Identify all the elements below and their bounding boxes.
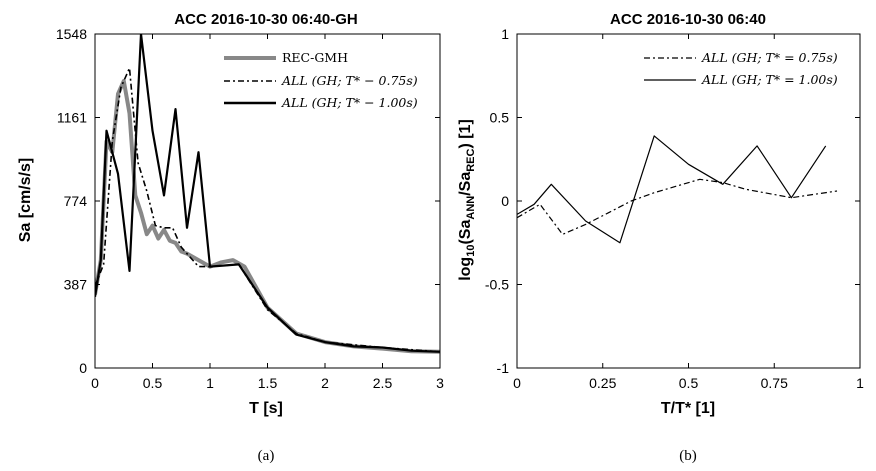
chart-a: ACC 2016-10-30 06:40-GH 0 0.5 1 1.5 2 2.5 3 0 38… — [17, 11, 444, 417]
series-line-1 — [95, 79, 440, 354]
x-tick-label: 0.75 — [761, 375, 788, 391]
chart-a-legend: REC-GMH ALL (GH; T* − 0.75s) ALL (GH; T*… — [224, 50, 418, 110]
legend-label-b-075: ALL (GH; T* = 0.75s) — [701, 50, 838, 65]
chart-a-title: ACC 2016-10-30 06:40-GH — [174, 11, 357, 28]
ylabel-log-sub: 10 — [465, 245, 477, 257]
chart-b-ylabel: log10(SaANN/SaREC) [1] — [457, 119, 477, 281]
ylabel-close: ) [1] — [457, 119, 474, 148]
x-tick-label: 0 — [91, 375, 99, 391]
y-tick-label: 0 — [501, 193, 509, 209]
chart-b-title: ACC 2016-10-30 06:40 — [610, 11, 766, 28]
ylabel-sub-rec: REC — [465, 148, 477, 171]
caption-a: (a) — [258, 448, 275, 464]
x-tick-label: 2 — [321, 375, 329, 391]
legend-label-b-100: ALL (GH; T* = 1.00s) — [701, 72, 838, 87]
y-tick-label: 0 — [79, 360, 87, 376]
x-tick-label: 0.5 — [679, 375, 699, 391]
chart-b-xlabel: T/T* [1] — [661, 400, 715, 417]
ylabel-open: (Sa — [457, 220, 474, 245]
series-group — [517, 135, 838, 244]
chart-a-plot-area: 0 0.5 1 1.5 2 2.5 3 0 387 774 1161 1548 — [56, 26, 444, 391]
x-tick-label: 2.5 — [373, 375, 393, 391]
x-tick-label: 0.25 — [589, 375, 616, 391]
y-tick-label: 1548 — [56, 26, 87, 42]
chart-b-legend: ALL (GH; T* = 0.75s) ALL (GH; T* = 1.00s… — [644, 50, 838, 87]
chart-b: ACC 2016-10-30 06:40 0 0.25 0.5 0.75 1 -1 -0.5… — [457, 11, 864, 417]
y-tick-label: 774 — [64, 193, 88, 209]
x-tick-label: 0.5 — [143, 375, 163, 391]
caption-b: (b) — [679, 448, 697, 464]
series-line-2 — [517, 135, 827, 244]
ylabel-sub-ann: ANN — [465, 196, 477, 220]
x-tick-label: 0 — [513, 375, 521, 391]
legend-label-rec-gmh: REC-GMH — [282, 50, 348, 65]
chart-b-plot-area: 0 0.25 0.5 0.75 1 -1 -0.5 0 0.5 1 — [485, 26, 864, 391]
chart-a-xlabel: T [s] — [249, 400, 283, 417]
legend-label-all-075: ALL (GH; T* − 0.75s) — [281, 73, 418, 88]
x-tick-label: 1.5 — [258, 375, 278, 391]
series-line-3 — [95, 34, 440, 353]
y-tick-label: -0.5 — [485, 277, 509, 293]
series-line-1 — [517, 178, 838, 235]
legend-label-all-100: ALL (GH; T* − 1.00s) — [281, 95, 418, 110]
x-tick-label: 1 — [206, 375, 214, 391]
series-group — [95, 34, 440, 354]
y-tick-label: 1161 — [57, 110, 87, 126]
ylabel-log: log — [457, 257, 474, 281]
y-tick-label: -1 — [497, 360, 510, 376]
y-tick-label: 0.5 — [490, 110, 510, 126]
x-tick-label: 3 — [436, 375, 444, 391]
y-tick-label: 387 — [64, 277, 88, 293]
y-tick-label: 1 — [501, 26, 509, 42]
x-tick-label: 1 — [856, 375, 864, 391]
ylabel-mid: /Sa — [457, 172, 474, 196]
chart-a-ylabel: Sa [cm/s/s] — [17, 158, 34, 242]
